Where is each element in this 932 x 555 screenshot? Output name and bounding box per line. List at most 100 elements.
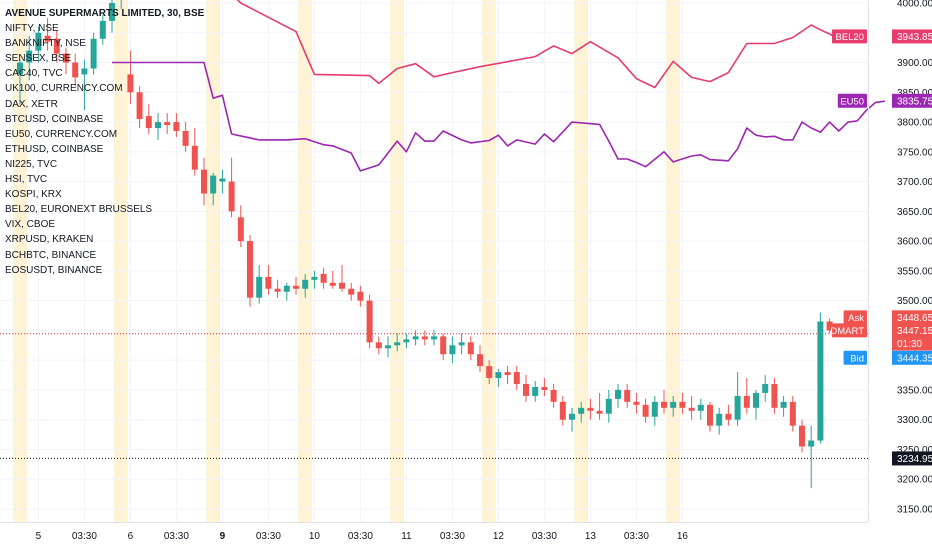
candle-body [164,122,171,126]
price-lines [0,333,868,459]
candle-body [329,282,336,286]
price-axis[interactable]: 3150.003200.003250.003300.003350.003400.… [897,0,932,516]
legend-symbol[interactable]: SENSEX, BSE [5,53,72,65]
candle-body [541,386,548,390]
x-tick-label: 16 [677,531,689,542]
legend-symbol[interactable]: KOSPI, KRX [5,189,62,201]
candle-body [440,336,447,355]
candle-body [228,181,235,212]
candle-body [513,372,520,384]
candle-body [17,62,23,75]
candle-body [605,398,612,414]
session-bands [13,0,681,522]
candle-body [743,395,750,408]
candle-body [302,279,309,289]
y-tick-label: 3500.00 [897,296,932,307]
x-tick-label: 10 [309,531,321,542]
candle-body [734,395,741,420]
legend-symbol[interactable]: VIX, CBOE [5,219,56,231]
axis-tag-name-bg [843,350,867,365]
candle-body [256,276,263,298]
candle-body [550,389,557,402]
candle-body [523,383,529,396]
chart-title[interactable]: AVENUE SUPERMARTS LIMITED, 30, BSE [5,8,205,19]
session-band [206,0,221,522]
legend-symbol[interactable]: BTCUSD, COINBASE [5,113,104,125]
axis-tag-value-bg [892,451,932,466]
legend-symbol[interactable]: CAC40, TVC [5,68,63,80]
axis-tag-name: DMART [830,326,864,337]
axis-tag-name: Bid [850,353,864,364]
x-tick-label: 03:30 [348,531,373,542]
candle-body [219,178,226,182]
candle-body [449,345,456,355]
candle-body [421,336,428,340]
legend-symbol[interactable]: XRPUSD, KRAKEN [5,234,94,246]
candle-body [486,366,493,379]
legend-symbol[interactable]: DAX, XETR [5,98,58,110]
candle-body [403,339,410,343]
candle-body [63,53,69,63]
candle-body [651,401,658,417]
price-axis-labels: BEL20 3943.85 EU50 3835.75 Ask 3448.65 DMART 34… [830,29,932,466]
candle-body [642,404,649,417]
candle-body [477,354,483,367]
x-tick-label: 03:30 [440,531,465,542]
x-tick-label: 03:30 [72,531,97,542]
legend-symbol[interactable]: BCHBTC, BINANCE [5,249,97,261]
axis-tag-value: 01:30 [897,339,922,350]
candle-body [670,401,677,408]
candle-body [569,413,575,420]
candle-body [578,407,585,414]
time-axis[interactable]: 5 03:30 6 03:30 9 03:30 10 03:30 11 03:30 12 03:30 1… [36,531,689,542]
candle-body [366,300,373,343]
candle-body [559,401,566,420]
legend-symbol[interactable]: EU50, CURRENCY.COM [5,128,118,140]
candle-body [826,321,833,331]
x-tick-label: 13 [585,531,597,542]
comparison-series [112,0,885,172]
axis-tag-value-bg [892,350,932,365]
axis-tag-value-bg [892,29,932,44]
candle-body [81,68,88,75]
candle-body [311,276,318,280]
legend-symbol[interactable]: EOSUSDT, BINANCE [5,264,103,276]
candle-body [587,407,594,411]
candle-body [780,401,787,408]
candle-body [265,276,272,289]
candle-body [431,336,437,340]
axis-tag-value-bg [892,323,932,338]
legend-symbol[interactable]: NI225, TVC [5,158,58,170]
series-line-bel20 [236,0,849,89]
legend-symbol[interactable]: UK100, CURRENCY.COM [5,83,123,95]
axis-tag-name: BEL20 [835,32,864,43]
x-tick-label: 6 [128,531,134,542]
axis-tag-value-bg [892,93,932,108]
candle-body [182,130,189,146]
legend-symbol[interactable]: NIFTY, NSE [5,23,59,35]
candle-body [127,74,134,93]
candle-body [716,413,723,426]
y-tick-label: 3300.00 [897,415,932,426]
legend-symbol[interactable]: HSI, TVC [5,174,48,186]
candle-body [697,404,704,411]
candle-body [661,401,667,408]
candle-body [237,217,244,242]
x-tick-label: 03:30 [532,531,557,542]
candle-body [44,35,51,42]
candle-body [348,288,355,295]
candle-body [274,288,281,292]
gridlines [0,0,868,522]
session-band [114,0,129,522]
legend-symbol[interactable]: BANKNIFTY, NSE [5,38,86,50]
legend-symbol[interactable]: ETHUSD, COINBASE [5,143,104,155]
candle-body [210,175,217,194]
candle-body [615,389,621,399]
candle-body [458,342,465,346]
session-band [482,0,497,522]
legend-symbol[interactable]: BEL20, EURONEXT BRUSSELS [5,204,153,216]
axis-tag-name-bg [832,29,867,44]
candle-body [320,273,327,283]
